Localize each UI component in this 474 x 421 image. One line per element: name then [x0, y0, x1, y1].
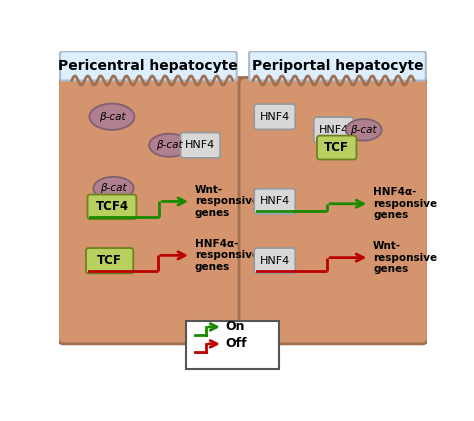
Ellipse shape	[90, 104, 135, 130]
Text: HNF4: HNF4	[319, 125, 349, 135]
Text: Periportal hepatocyte: Periportal hepatocyte	[252, 59, 423, 73]
Text: Off: Off	[226, 337, 247, 350]
Text: β-cat: β-cat	[350, 125, 377, 135]
FancyBboxPatch shape	[239, 77, 428, 344]
FancyBboxPatch shape	[60, 51, 237, 80]
Text: TCF: TCF	[324, 141, 349, 154]
FancyBboxPatch shape	[254, 189, 295, 214]
Text: HNF4: HNF4	[185, 140, 215, 150]
FancyBboxPatch shape	[58, 77, 247, 344]
Text: β-cat: β-cat	[99, 112, 125, 122]
Text: HNF4: HNF4	[260, 197, 290, 206]
Text: Pericentral hepatocyte: Pericentral hepatocyte	[58, 59, 238, 73]
Text: β-cat: β-cat	[156, 140, 182, 150]
Text: HNF4α-
responsive
genes: HNF4α- responsive genes	[373, 187, 437, 220]
Ellipse shape	[149, 134, 190, 157]
Text: TCF4: TCF4	[95, 200, 128, 213]
Ellipse shape	[93, 177, 134, 200]
Text: TCF: TCF	[97, 254, 122, 267]
FancyBboxPatch shape	[314, 117, 353, 143]
FancyBboxPatch shape	[88, 195, 137, 219]
Ellipse shape	[346, 119, 382, 141]
FancyBboxPatch shape	[254, 248, 295, 273]
FancyBboxPatch shape	[317, 136, 356, 160]
FancyBboxPatch shape	[181, 133, 220, 158]
FancyBboxPatch shape	[86, 248, 133, 273]
Text: β-cat: β-cat	[100, 184, 127, 193]
FancyBboxPatch shape	[254, 104, 295, 129]
Text: HNF4α-
responsive
genes: HNF4α- responsive genes	[195, 239, 259, 272]
FancyBboxPatch shape	[249, 51, 426, 80]
Text: HNF4: HNF4	[260, 112, 290, 122]
Text: Wnt-
responsive
genes: Wnt- responsive genes	[195, 185, 259, 218]
Text: Wnt-
responsive
genes: Wnt- responsive genes	[373, 241, 437, 274]
FancyBboxPatch shape	[186, 321, 279, 368]
Text: On: On	[226, 320, 246, 333]
Text: HNF4: HNF4	[260, 256, 290, 266]
